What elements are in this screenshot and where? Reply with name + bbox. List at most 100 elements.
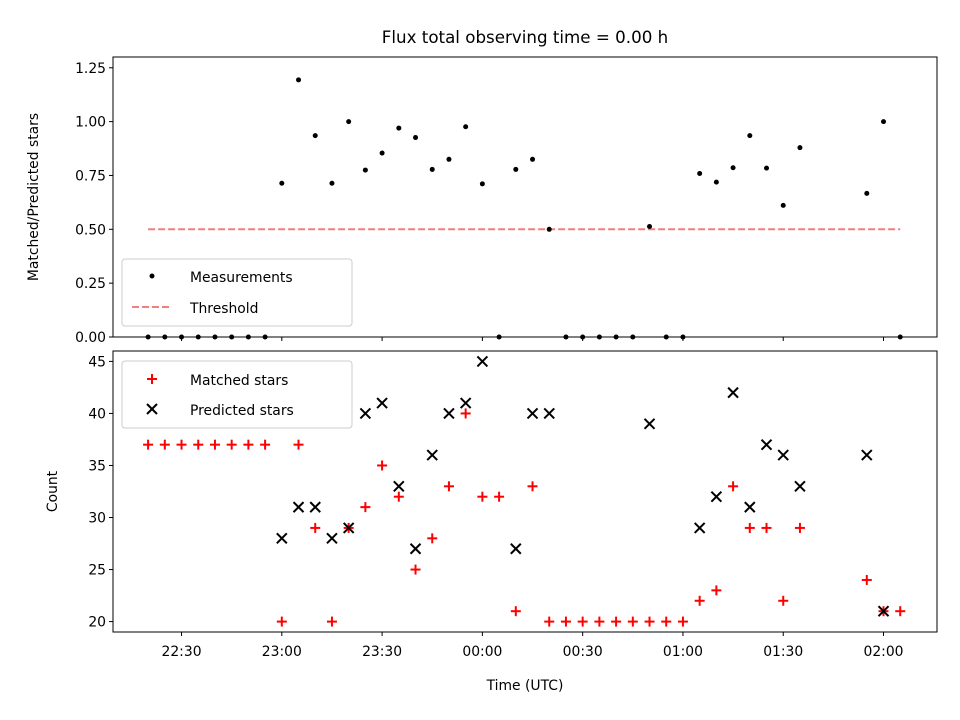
predicted-stars-point [476, 355, 489, 368]
matched-stars-point [744, 522, 755, 533]
legend-predicted-marker [146, 403, 158, 415]
predicted-stars-point [760, 438, 773, 451]
matched-stars-point [360, 502, 371, 513]
legend-measurements-marker [149, 273, 155, 279]
top-legend-box [121, 258, 353, 327]
measurement-point [764, 165, 770, 171]
matched-stars-point [728, 481, 739, 492]
matched-stars-point [276, 616, 287, 627]
matched-stars-point [527, 481, 538, 492]
matched-stars-point [460, 408, 471, 419]
top-y-tick-label: 0.00 [75, 330, 106, 346]
matched-stars-point [494, 491, 505, 502]
predicted-stars-point [510, 543, 522, 555]
matched-stars-point [443, 481, 454, 492]
bottom-y-axis-label: Count [45, 470, 61, 512]
bottom-y-tick-label: 45 [88, 354, 106, 370]
bottom-legend-box [121, 360, 353, 429]
matched-stars-point [377, 460, 388, 471]
matched-stars-point [243, 439, 254, 450]
measurement-point [413, 135, 419, 141]
measurement-point [713, 179, 719, 185]
matched-stars-point [510, 606, 521, 617]
predicted-stars-point [693, 522, 706, 534]
matched-stars-point [627, 616, 638, 627]
matched-stars-point [895, 606, 906, 617]
x-tick-label: 22:30 [162, 644, 202, 660]
predicted-stars-point [426, 449, 438, 461]
predicted-stars-point [459, 397, 472, 409]
matched-stars-point [778, 595, 789, 606]
predicted-stars-point [861, 449, 873, 461]
x-tick-label: 23:30 [362, 644, 402, 660]
matched-stars-point [644, 616, 655, 627]
bottom-y-tick-label: 40 [88, 406, 106, 422]
predicted-stars-point [292, 501, 305, 513]
predicted-stars-point [543, 407, 555, 420]
top-y-tick-label: 1.00 [75, 115, 106, 131]
measurement-point [362, 167, 368, 173]
predicted-stars-point [276, 532, 288, 545]
measurement-point [279, 180, 285, 186]
measurement-point [479, 181, 485, 187]
measurement-point [647, 224, 653, 230]
predicted-stars-point [443, 407, 455, 420]
matched-stars-point [209, 439, 220, 450]
matched-stars-point [711, 585, 722, 596]
matched-stars-point [861, 574, 872, 585]
matched-stars-point [477, 491, 488, 502]
matched-stars-point [677, 616, 688, 627]
predicted-stars-point [359, 407, 372, 420]
top-xticks [181, 337, 885, 341]
matched-stars-point [293, 439, 304, 450]
predicted-stars-point [409, 543, 422, 555]
measurement-point [730, 165, 736, 171]
predicted-stars-point [526, 407, 539, 420]
measurement-point [797, 145, 803, 151]
matched-stars-point [260, 439, 271, 450]
bottom-legend: Matched stars Predicted stars [121, 360, 353, 429]
x-axis-label: Time (UTC) [486, 678, 564, 694]
measurement-point [429, 166, 435, 172]
measurement-point [513, 166, 519, 172]
predicted-stars-point [309, 501, 321, 513]
predicted-stars-point [643, 418, 656, 430]
measurement-point [546, 226, 552, 232]
matched-stars-point [694, 595, 705, 606]
bottom-xticks: 22:30 23:00 23:30 00:00 00:30 01:00 01:30 02:00 [162, 632, 904, 660]
matched-stars-point [594, 616, 605, 627]
matched-stars-point [410, 564, 421, 575]
measurement-point [346, 119, 352, 125]
measurement-point [379, 150, 385, 156]
measurement-point [864, 190, 870, 196]
matched-stars-point [193, 439, 204, 450]
bottom-y-tick-label: 25 [88, 563, 106, 579]
matched-stars-point [544, 616, 555, 627]
top-y-axis-label: Matched/Predicted stars [26, 113, 42, 281]
top-legend: Measurements Threshold [121, 258, 353, 327]
matched-stars-point [393, 491, 404, 502]
legend-threshold-label: Threshold [189, 301, 258, 317]
matched-stars-point [761, 522, 772, 533]
x-tick-label: 02:00 [863, 644, 903, 660]
predicted-stars-point [376, 397, 388, 409]
measurement-point [747, 133, 753, 139]
measurement-point [881, 119, 887, 125]
top-y-tick-label: 0.50 [75, 222, 106, 238]
x-tick-label: 00:30 [563, 644, 603, 660]
measurement-point [312, 133, 318, 139]
matched-stars-point [143, 439, 154, 450]
legend-predicted-label: Predicted stars [190, 403, 294, 419]
top-y-tick-label: 0.25 [75, 276, 106, 292]
bottom-yticks: 20 25 30 35 40 45 [88, 354, 113, 631]
matched-stars-point [310, 522, 321, 533]
predicted-stars-point [877, 605, 890, 617]
matched-stars-point [427, 533, 438, 544]
x-tick-label: 01:00 [663, 644, 703, 660]
bottom-y-tick-label: 20 [88, 615, 106, 631]
top-axes-frame [112, 56, 938, 338]
legend-matched-label: Matched stars [190, 373, 288, 389]
predicted-stars-point [326, 532, 338, 545]
measurement-point [296, 77, 302, 83]
